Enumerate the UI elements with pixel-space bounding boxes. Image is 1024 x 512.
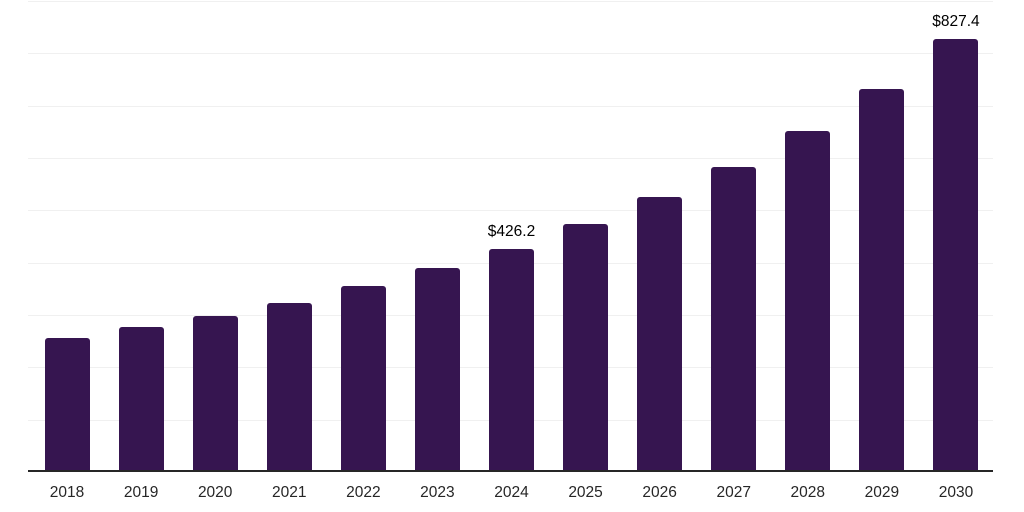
- x-tick-2025: 2025: [568, 484, 603, 501]
- bar-2028: [785, 130, 831, 472]
- gridline-600: [28, 158, 993, 159]
- x-tick-2027: 2027: [716, 484, 751, 501]
- x-tick-2020: 2020: [197, 484, 233, 501]
- bar-2022: [340, 286, 386, 472]
- bar-2025: [563, 223, 609, 472]
- gridline-500: [28, 210, 993, 212]
- bar-2018: [44, 337, 90, 472]
- x-tick-2023: 2023: [420, 484, 455, 501]
- bar-2026: [637, 197, 683, 472]
- bar-2027: [711, 167, 757, 472]
- x-tick-2026: 2026: [642, 484, 677, 501]
- gridline-900: [28, 1, 993, 2]
- bar-2021: [266, 302, 312, 472]
- x-tick-2029: 2029: [864, 484, 900, 501]
- x-tick-2030: 2030: [938, 484, 974, 501]
- bar-2029: [859, 89, 905, 472]
- value-label-2030: $827.4: [932, 12, 980, 30]
- x-tick-2022: 2022: [346, 484, 381, 501]
- value-label-2024: $426.2: [487, 222, 536, 240]
- bar-2020: [192, 316, 238, 472]
- bar-2023: [414, 267, 460, 472]
- gridline-800: [28, 53, 993, 55]
- x-tick-2024: 2024: [494, 484, 529, 501]
- x-tick-2019: 2019: [123, 484, 159, 501]
- x-axis-line: [28, 470, 993, 472]
- bar-2019: [118, 326, 164, 472]
- x-tick-2018: 2018: [49, 484, 85, 501]
- bar-2024: [489, 248, 534, 472]
- x-tick-2028: 2028: [790, 484, 826, 501]
- bar-2030: [933, 38, 979, 472]
- gridline-700: [28, 105, 993, 107]
- x-tick-2021: 2021: [272, 484, 307, 501]
